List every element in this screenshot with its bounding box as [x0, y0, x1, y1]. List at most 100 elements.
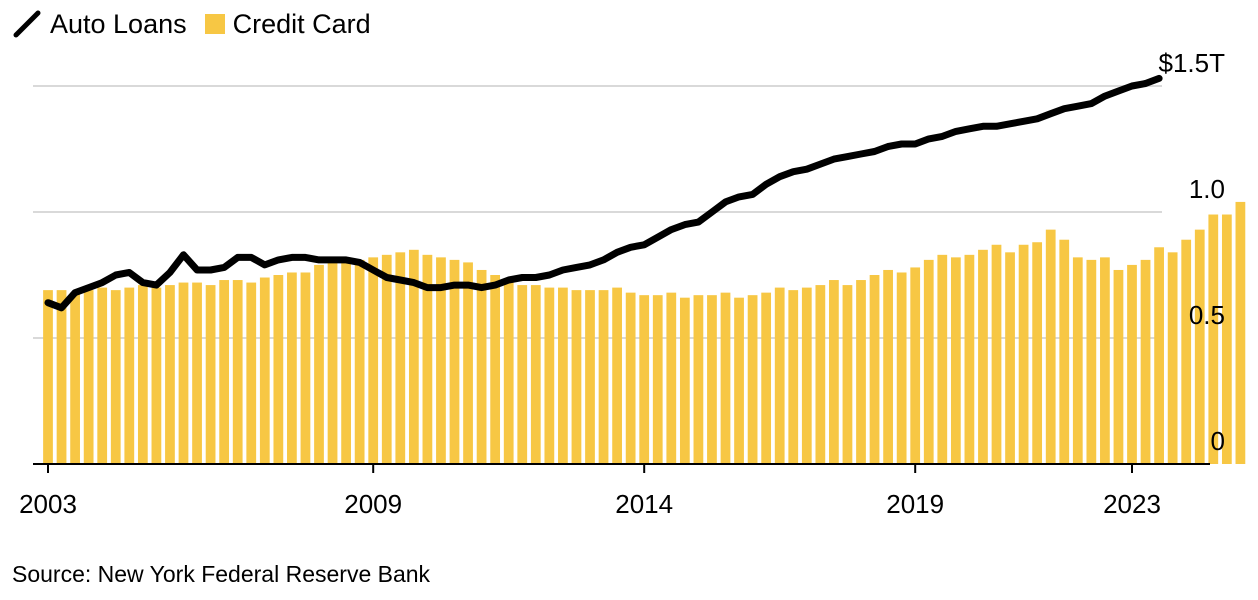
credit-card-bar	[1045, 229, 1056, 464]
credit-card-bars	[43, 201, 1246, 465]
credit-card-bar	[761, 292, 772, 464]
credit-card-bar	[950, 257, 961, 464]
y-tick-label: 0	[1211, 426, 1225, 456]
x-tick-label: 2014	[615, 489, 673, 519]
credit-card-bar	[666, 292, 677, 464]
credit-card-bar	[612, 287, 622, 464]
credit-card-bar	[97, 287, 108, 464]
legend-item-credit-card: Credit Card	[204, 8, 371, 40]
credit-card-bar	[124, 287, 135, 464]
credit-card-bar	[571, 290, 582, 464]
credit-card-bar	[354, 259, 365, 464]
credit-card-bar	[598, 290, 609, 464]
credit-card-bar	[205, 285, 216, 464]
credit-card-bar	[422, 254, 433, 464]
credit-card-bar	[801, 287, 812, 464]
credit-card-bar	[151, 287, 162, 464]
x-tick-label: 2023	[1103, 489, 1161, 519]
credit-card-bar	[964, 254, 975, 464]
credit-card-bar	[707, 295, 717, 464]
credit-card-bar	[1221, 214, 1232, 464]
bar-series-swatch-icon	[204, 14, 225, 34]
source-note: Source: New York Federal Reserve Bank	[12, 561, 431, 587]
credit-card-bar	[395, 252, 406, 464]
credit-card-bar	[490, 275, 501, 464]
credit-card-bar	[517, 285, 528, 464]
credit-card-bar	[1181, 239, 1192, 464]
credit-card-bar	[544, 287, 555, 464]
credit-card-bar	[693, 295, 704, 464]
credit-card-bar	[558, 287, 568, 464]
credit-card-bar	[1127, 264, 1137, 464]
credit-card-bar	[1072, 257, 1083, 464]
credit-card-bar	[70, 292, 80, 464]
x-axis-labels: 2003 2009 2014 2019 2023	[19, 489, 1161, 519]
credit-card-bar	[720, 292, 731, 464]
credit-card-bar	[1194, 229, 1205, 464]
auto-loans-line-group	[44, 74, 1163, 312]
credit-card-bar	[436, 257, 446, 464]
credit-card-bar	[1059, 239, 1070, 464]
credit-card-bar	[910, 267, 921, 464]
credit-card-bar	[530, 285, 541, 464]
credit-card-bar	[463, 262, 473, 464]
credit-card-bar	[1167, 252, 1178, 464]
credit-card-bar	[788, 290, 799, 464]
credit-card-bar	[1005, 252, 1015, 464]
legend-label-auto-loans: Auto Loans	[50, 8, 187, 39]
credit-card-bar	[246, 282, 257, 464]
credit-card-bar	[978, 249, 988, 464]
x-tick-label: 2019	[886, 489, 944, 519]
credit-card-bar	[137, 285, 148, 464]
credit-card-bar	[110, 290, 121, 464]
credit-card-bar	[1208, 214, 1219, 464]
auto-loans-line	[44, 74, 1163, 312]
credit-card-bar	[1100, 257, 1110, 464]
credit-card-bar	[923, 259, 934, 464]
credit-card-bar	[314, 264, 324, 464]
line-series-icon	[13, 10, 41, 38]
credit-card-bar	[747, 295, 758, 464]
y-tick-label: 1.0	[1189, 174, 1225, 204]
credit-card-bar	[856, 280, 866, 464]
credit-card-bar	[937, 254, 948, 464]
y-tick-label: 0.5	[1189, 300, 1225, 330]
credit-card-bar	[1235, 201, 1246, 465]
y-tick-label: $1.5T	[1159, 48, 1226, 78]
credit-card-bar	[178, 282, 189, 464]
credit-card-bar	[1140, 259, 1151, 464]
credit-card-bar	[883, 269, 893, 464]
credit-card-bar	[679, 297, 690, 464]
credit-card-bar	[300, 272, 311, 464]
credit-card-bar	[56, 290, 67, 464]
credit-card-bar	[774, 287, 785, 464]
credit-card-bar	[1154, 247, 1164, 464]
credit-card-bar	[449, 259, 460, 464]
credit-card-bar	[259, 277, 270, 464]
credit-card-bar	[1113, 269, 1124, 464]
credit-card-bar	[1086, 259, 1097, 464]
credit-card-bar	[368, 257, 379, 464]
credit-card-bar	[381, 254, 392, 464]
credit-card-bar	[219, 280, 230, 464]
y-axis-labels: 0 0.5 1.0 $1.5T	[1159, 48, 1226, 456]
credit-card-bar	[503, 280, 514, 464]
legend-label-credit-card: Credit Card	[232, 8, 371, 39]
credit-card-bar	[165, 285, 175, 464]
credit-card-bar	[734, 297, 744, 464]
credit-card-bar	[273, 275, 284, 464]
credit-card-bar	[896, 272, 907, 464]
credit-card-bar	[815, 285, 826, 464]
credit-card-bar	[585, 290, 595, 464]
x-tick-label: 2009	[344, 489, 402, 519]
credit-card-bar	[991, 244, 1002, 464]
credit-card-bar	[408, 249, 419, 464]
credit-card-bar	[842, 285, 853, 464]
credit-card-bar	[83, 290, 94, 464]
credit-card-bar	[192, 282, 202, 464]
credit-card-bar	[869, 275, 880, 464]
credit-card-bar	[287, 272, 297, 464]
credit-card-bar	[1018, 244, 1029, 464]
credit-card-bar	[652, 295, 663, 464]
